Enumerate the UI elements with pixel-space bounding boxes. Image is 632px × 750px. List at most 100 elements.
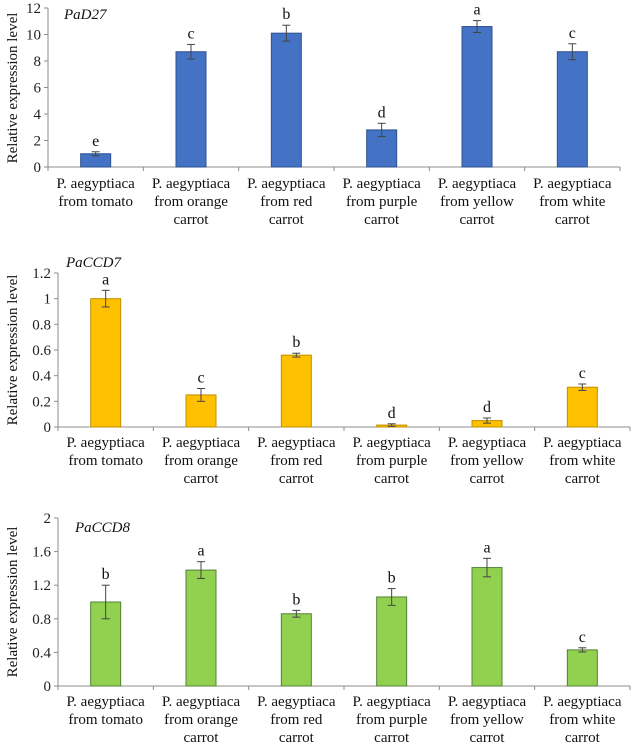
x-category-label-line: carrot [565, 730, 601, 746]
significance-letter: b [102, 566, 110, 583]
x-category-label-line: from white [549, 712, 616, 728]
x-category-label: P. aegyptiaca from red carrot [257, 435, 336, 487]
x-category-label-line: carrot [174, 212, 210, 228]
panel-title: PaCCD8 [74, 520, 131, 536]
x-category-label-line: carrot [184, 730, 220, 746]
bar [280, 613, 312, 687]
y-tick-label: 0.6 [32, 343, 51, 359]
x-category-label: P. aegyptiaca from orange carrot [162, 435, 241, 487]
x-category-label-line: from tomato [58, 194, 133, 210]
x-category-label-line: P. aegyptiaca [67, 694, 146, 710]
significance-letter: e [92, 133, 99, 150]
x-category-label-line: carrot [364, 212, 400, 228]
x-category-label-line: P. aegyptiaca [67, 435, 146, 451]
x-category-label-line: from white [539, 194, 606, 210]
significance-letter: a [197, 543, 204, 560]
x-category-label-line: P. aegyptiaca [152, 176, 231, 192]
x-category-label-line: from yellow [440, 194, 514, 210]
y-tick-label: 2 [44, 511, 52, 527]
x-category-label-line: carrot [470, 471, 506, 487]
y-tick-label: 0 [34, 160, 42, 176]
x-category-label-line: P. aegyptiaca [353, 694, 432, 710]
y-tick-label: 1.6 [32, 545, 51, 561]
x-category-label-line: P. aegyptiaca [247, 176, 326, 192]
significance-letter: b [292, 591, 300, 608]
significance-letter: c [579, 629, 586, 646]
x-category-label-line: from purple [356, 712, 428, 728]
y-tick-label: 8 [34, 54, 42, 70]
x-category-label-line: from tomato [68, 712, 143, 728]
x-category-label-line: carrot [565, 471, 601, 487]
significance-letter: a [473, 2, 480, 19]
x-category-label: P. aegyptiaca from purple carrot [343, 176, 422, 228]
x-category-label-line: carrot [374, 471, 410, 487]
bar [270, 32, 302, 168]
x-category-label-line: P. aegyptiaca [448, 435, 527, 451]
x-category-label-line: P. aegyptiaca [543, 694, 622, 710]
x-category-label: P. aegyptiaca from red carrot [257, 694, 336, 746]
significance-letter: c [187, 25, 194, 42]
bar [175, 51, 207, 168]
chart-panel-3: 0 0.4 0.8 1.2 1.6 2 Relative expression level P… [5, 511, 631, 746]
significance-letter: b [388, 570, 396, 587]
bar [461, 26, 493, 168]
y-tick-label: 0.2 [32, 394, 51, 410]
bar [376, 596, 408, 687]
x-category-label-line: P. aegyptiaca [448, 694, 527, 710]
significance-letter: c [569, 25, 576, 42]
x-category-label-line: P. aegyptiaca [343, 176, 422, 192]
x-category-label-line: P. aegyptiaca [543, 435, 622, 451]
x-category-label-line: P. aegyptiaca [57, 176, 136, 192]
x-category-label: P. aegyptiaca from white carrot [533, 176, 612, 228]
x-category-label: P. aegyptiaca from tomato [67, 435, 146, 469]
x-category-label-line: from yellow [450, 453, 524, 469]
bar [556, 51, 588, 168]
x-category-label: P. aegyptiaca from white carrot [543, 435, 622, 487]
x-category-label: P. aegyptiaca from white carrot [543, 694, 622, 746]
x-category-label: P. aegyptiaca from orange carrot [162, 694, 241, 746]
bar [90, 298, 122, 428]
y-tick-label: 0.8 [32, 317, 51, 333]
significance-letter: a [102, 271, 109, 288]
x-category-label-line: P. aegyptiaca [162, 435, 241, 451]
significance-letter: b [282, 6, 290, 23]
y-tick-label: 6 [34, 81, 42, 97]
x-category-label: P. aegyptiaca from tomato [67, 694, 146, 728]
y-tick-label: 1 [44, 292, 52, 308]
x-category-label-line: from red [260, 194, 313, 210]
x-category-label-line: P. aegyptiaca [438, 176, 517, 192]
x-category-label-line: P. aegyptiaca [533, 176, 612, 192]
bar [185, 569, 217, 687]
x-category-label-line: P. aegyptiaca [353, 435, 432, 451]
significance-letter: d [378, 104, 386, 121]
x-category-label: P. aegyptiaca from tomato [57, 176, 136, 210]
x-category-label-line: from red [270, 712, 323, 728]
x-category-label: P. aegyptiaca from yellow carrot [448, 435, 527, 487]
chart-panel-1: 0 2 4 6 8 10 12 Relative expression level PaD27 e… [5, 1, 621, 228]
x-category-label-line: carrot [555, 212, 591, 228]
y-tick-label: 0.4 [32, 369, 51, 385]
x-category-label-line: carrot [184, 471, 220, 487]
x-category-label-line: from orange [164, 712, 238, 728]
y-tick-label: 0 [44, 420, 52, 436]
x-category-label-line: carrot [279, 730, 315, 746]
x-category-label-line: from purple [356, 453, 428, 469]
x-category-label-line: P. aegyptiaca [162, 694, 241, 710]
significance-letter: a [483, 539, 490, 556]
significance-letter: c [579, 365, 586, 382]
significance-letter: d [388, 405, 396, 422]
significance-letter: c [197, 370, 204, 387]
bar [280, 354, 312, 428]
y-tick-label: 4 [34, 107, 42, 123]
y-tick-label: 1.2 [32, 266, 51, 282]
y-tick-label: 1.2 [32, 578, 51, 594]
x-category-label-line: carrot [374, 730, 410, 746]
x-category-label: P. aegyptiaca from purple carrot [353, 435, 432, 487]
bar [566, 649, 598, 687]
y-axis-label: Relative expression level [5, 275, 21, 426]
y-tick-label: 0.4 [32, 645, 51, 661]
x-category-label-line: from red [270, 453, 323, 469]
y-tick-label: 12 [26, 1, 41, 17]
